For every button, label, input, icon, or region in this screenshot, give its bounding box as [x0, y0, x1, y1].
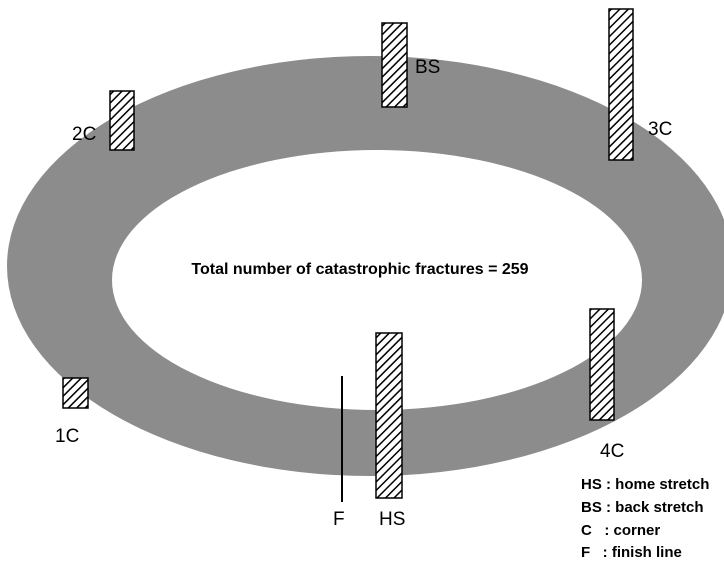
bar-hs [375, 332, 403, 499]
label-f: F [333, 509, 345, 530]
legend-item: F : finish line [581, 544, 682, 561]
label-bs: BS [415, 57, 440, 78]
center-text: Total number of catastrophic fractures =… [191, 261, 528, 278]
legend-item: BS : back stretch [581, 499, 704, 516]
bar-2c [109, 90, 135, 151]
track-inner [112, 150, 642, 410]
legend-item: C : corner [581, 522, 660, 539]
label-2c: 2C [72, 124, 96, 145]
bar-4c [589, 308, 615, 421]
label-1c: 1C [55, 426, 79, 447]
label-hs: HS [379, 509, 405, 530]
bar-bs [381, 22, 408, 108]
label-3c: 3C [648, 119, 672, 140]
label-4c: 4C [600, 441, 624, 462]
legend-item: HS : home stretch [581, 476, 709, 493]
bar-3c [608, 8, 634, 161]
bar-1c [62, 377, 89, 409]
